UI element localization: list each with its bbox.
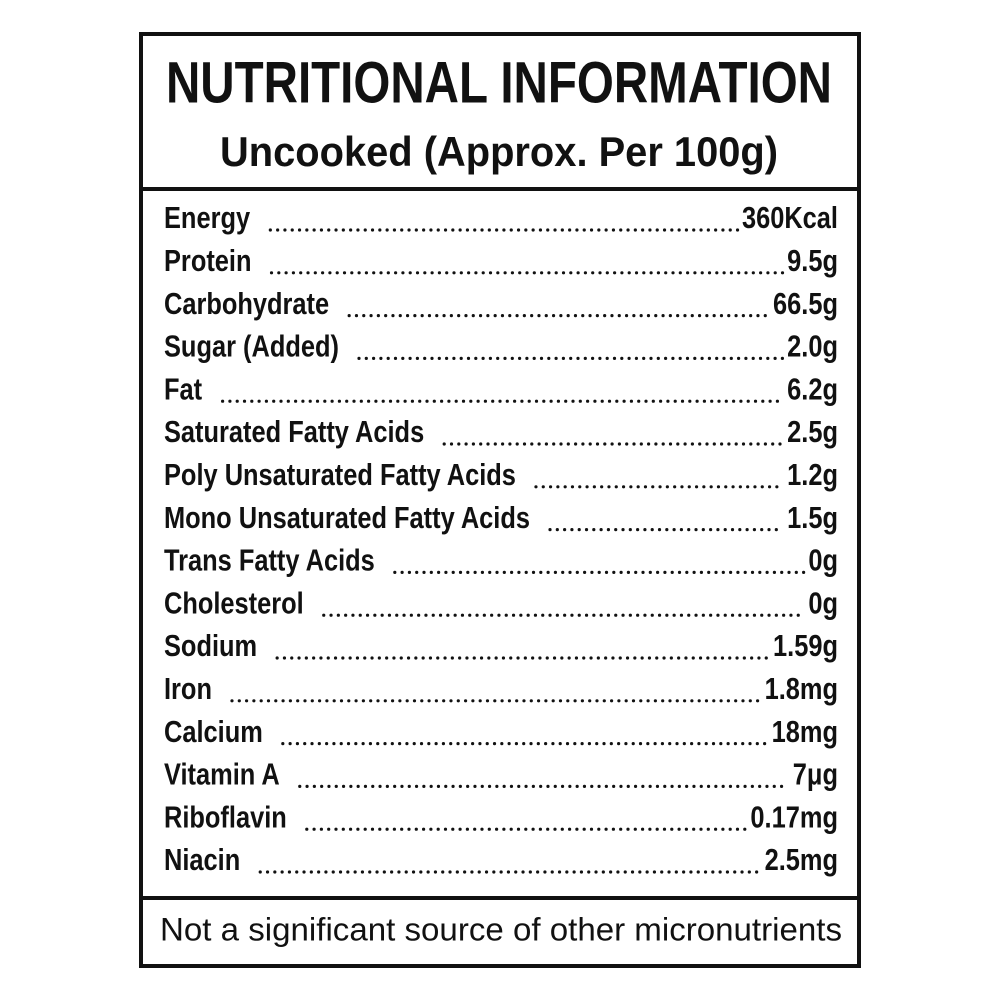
- nutrient-name: Energy: [164, 201, 250, 236]
- nutrient-value: 6.2g: [787, 372, 838, 407]
- nutrient-value: 360Kcal: [742, 201, 838, 236]
- nutrient-value: 9.5g: [787, 244, 838, 279]
- nutrient-name: Sugar (Added): [164, 329, 339, 364]
- nutrient-name: Mono Unsaturated Fatty Acids: [164, 500, 530, 535]
- row: Mono Unsaturated Fatty Acids 1.5g: [164, 500, 838, 535]
- nutrient-value: 0g: [808, 586, 838, 621]
- row: Poly Unsaturated Fatty Acids 1.2g: [164, 458, 838, 493]
- nutrient-name: Cholesterol: [164, 586, 304, 621]
- nutrient-name: Protein: [164, 244, 252, 279]
- nutrient-name: Trans Fatty Acids: [164, 543, 375, 578]
- nutrient-name: Vitamin A: [164, 757, 280, 792]
- nutrient-value: 1.5g: [787, 500, 838, 535]
- title: NUTRITIONAL INFORMATION: [166, 50, 832, 115]
- frame: [139, 32, 861, 968]
- row: Sodium 1.59g: [164, 629, 838, 664]
- row: Energy 360Kcal: [164, 201, 838, 236]
- nutrient-value: 2.5mg: [765, 843, 838, 878]
- footer-note: Not a significant source of other micron…: [160, 911, 842, 947]
- row: Saturated Fatty Acids 2.5g: [164, 415, 838, 450]
- row: Iron 1.8mg: [164, 672, 838, 707]
- nutrient-value: 0g: [808, 543, 838, 578]
- nutrient-name: Sodium: [164, 629, 257, 664]
- nutrient-name: Iron: [164, 672, 212, 707]
- nutrient-value: 2.0g: [787, 329, 838, 364]
- nutrient-value: 7μg: [793, 757, 838, 792]
- nutrient-value: 0.17mg: [750, 800, 838, 835]
- nutrient-value: 18mg: [772, 714, 838, 749]
- rows: Energy 360Kcal Protein 9.5g Carbohydrate 66.5…: [164, 201, 838, 878]
- nutrient-name: Fat: [164, 372, 203, 407]
- row: Calcium 18mg: [164, 714, 838, 749]
- row: Sugar (Added) 2.0g: [164, 329, 838, 364]
- row: Cholesterol 0g: [164, 586, 838, 621]
- row: Protein 9.5g: [164, 244, 838, 279]
- row: Niacin 2.5mg: [164, 843, 838, 878]
- nutrient-name: Calcium: [164, 714, 263, 749]
- row: Trans Fatty Acids 0g: [164, 543, 838, 578]
- nutrient-name: Carbohydrate: [164, 286, 329, 321]
- subtitle: Uncooked (Approx. Per 100g): [220, 128, 778, 175]
- row: Carbohydrate 66.5g: [164, 286, 838, 321]
- nutrient-name: Riboflavin: [164, 800, 287, 835]
- nutrient-value: 1.8mg: [765, 672, 838, 707]
- row: Fat 6.2g: [164, 372, 838, 407]
- nutrient-name: Saturated Fatty Acids: [164, 415, 424, 450]
- nutrient-value: 1.59g: [773, 629, 838, 664]
- row: Riboflavin 0.17mg: [164, 800, 838, 835]
- nutrient-value: 2.5g: [787, 415, 838, 450]
- nutrient-value: 66.5g: [773, 286, 838, 321]
- nutrient-name: Niacin: [164, 843, 240, 878]
- nutrient-value: 1.2g: [787, 458, 838, 493]
- nutrient-name: Poly Unsaturated Fatty Acids: [164, 458, 516, 493]
- row: Vitamin A 7μg: [164, 757, 838, 792]
